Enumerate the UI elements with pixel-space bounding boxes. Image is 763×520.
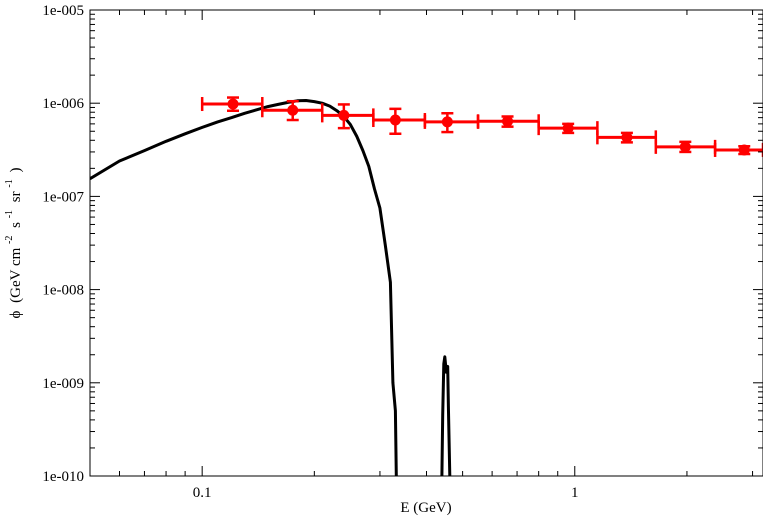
data-point (200, 96, 264, 112)
y-axis-phi: ϕ (8, 311, 24, 319)
data-marker (621, 131, 633, 143)
y-tick-label: 1e-007 (42, 189, 84, 205)
y-axis-exp-sr: -1 (4, 179, 15, 187)
data-marker (389, 114, 401, 126)
plot-series (90, 96, 763, 476)
x-tick-label: 1 (571, 485, 579, 501)
y-axis-unit-suffix: ) (8, 168, 24, 173)
data-marker (227, 98, 239, 110)
y-axis-exp-cm: -2 (4, 236, 15, 244)
data-point (320, 103, 375, 130)
y-axis-unit-sr: sr (8, 191, 24, 202)
y-axis: 1e-010 1e-009 1e-008 1e-007 1e-006 1e-005 (42, 3, 763, 485)
y-axis-title: ϕ (GeV cm -2 s -1 sr -1 ) (0, 168, 24, 319)
model-curve-1 (90, 99, 398, 476)
y-tick-label: 1e-009 (42, 376, 84, 392)
x-axis: 0.1 1 (89, 10, 754, 501)
data-marker (738, 144, 750, 156)
plot-frame (89, 9, 763, 477)
data-marker (562, 122, 574, 134)
y-tick-label: 1e-010 (42, 469, 84, 485)
data-point (654, 139, 717, 154)
data-marker (441, 116, 453, 128)
data-point (537, 121, 599, 136)
y-axis-exp-s: -1 (4, 210, 15, 218)
model-curve-2 (440, 355, 452, 476)
y-tick-label: 1e-006 (42, 96, 84, 112)
y-tick-label: 1e-005 (42, 3, 84, 19)
data-marker (679, 141, 691, 153)
data-point (261, 99, 324, 122)
y-axis-unit-prefix: (GeV cm (8, 247, 24, 302)
y-axis-unit-s: s (8, 222, 24, 228)
data-point (713, 142, 763, 157)
data-point (476, 114, 540, 129)
data-marker (287, 104, 299, 116)
x-tick-label: 0.1 (193, 485, 212, 501)
data-point (596, 130, 658, 145)
data-marker (502, 115, 514, 127)
data-marker (338, 109, 350, 121)
plot-content (90, 96, 763, 476)
x-axis-title: E (GeV) (400, 500, 451, 516)
y-tick-label: 1e-008 (42, 283, 84, 299)
data-point (372, 107, 427, 136)
data-point (423, 112, 480, 134)
